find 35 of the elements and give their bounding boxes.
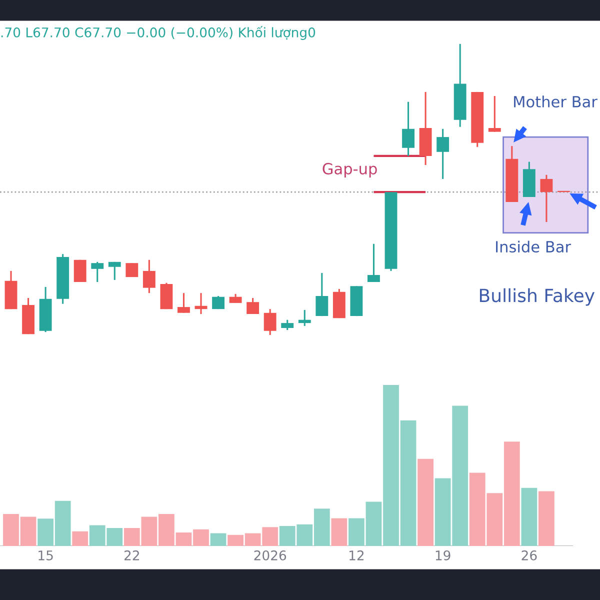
candlestick — [212, 295, 224, 310]
candlestick — [229, 293, 242, 304]
bar — [538, 491, 554, 546]
x-tick-label: 12 — [350, 550, 364, 560]
candlestick — [142, 259, 156, 294]
candlestick — [488, 95, 501, 133]
x-tick-label: 2026 — [254, 550, 286, 560]
candlestick — [540, 174, 553, 223]
annotation: Inside Bar — [496, 240, 572, 253]
candlestick — [126, 262, 138, 278]
candlestick — [298, 309, 311, 327]
x-tick-label: 15 — [38, 550, 53, 560]
candlestick — [108, 261, 121, 281]
candlestick — [194, 292, 208, 315]
chart-title: .70 L67.70 C67.70 −0.00 (−0.00%) Khối lượng0 — [1, 26, 316, 40]
candlestick — [281, 319, 294, 331]
annotation: Bullish Fakey — [480, 288, 595, 306]
annotation: Gap-up — [322, 162, 377, 178]
candlestick — [264, 308, 276, 336]
candlestick — [436, 128, 450, 180]
candlestick — [246, 297, 260, 315]
annotation: Mother Bar — [514, 96, 598, 108]
candlestick — [316, 272, 328, 317]
candlestick — [91, 261, 104, 283]
candlestick — [368, 243, 380, 283]
x-tick-label: 26 — [522, 550, 537, 560]
bar — [72, 531, 88, 546]
bar — [521, 488, 538, 546]
x-tick-label: 19 — [436, 550, 450, 560]
bar — [331, 518, 348, 546]
x-tick-label: 22 — [124, 550, 139, 560]
bar — [210, 533, 226, 546]
candlestick — [178, 292, 190, 314]
candlestick — [402, 101, 414, 157]
bar — [418, 458, 434, 546]
